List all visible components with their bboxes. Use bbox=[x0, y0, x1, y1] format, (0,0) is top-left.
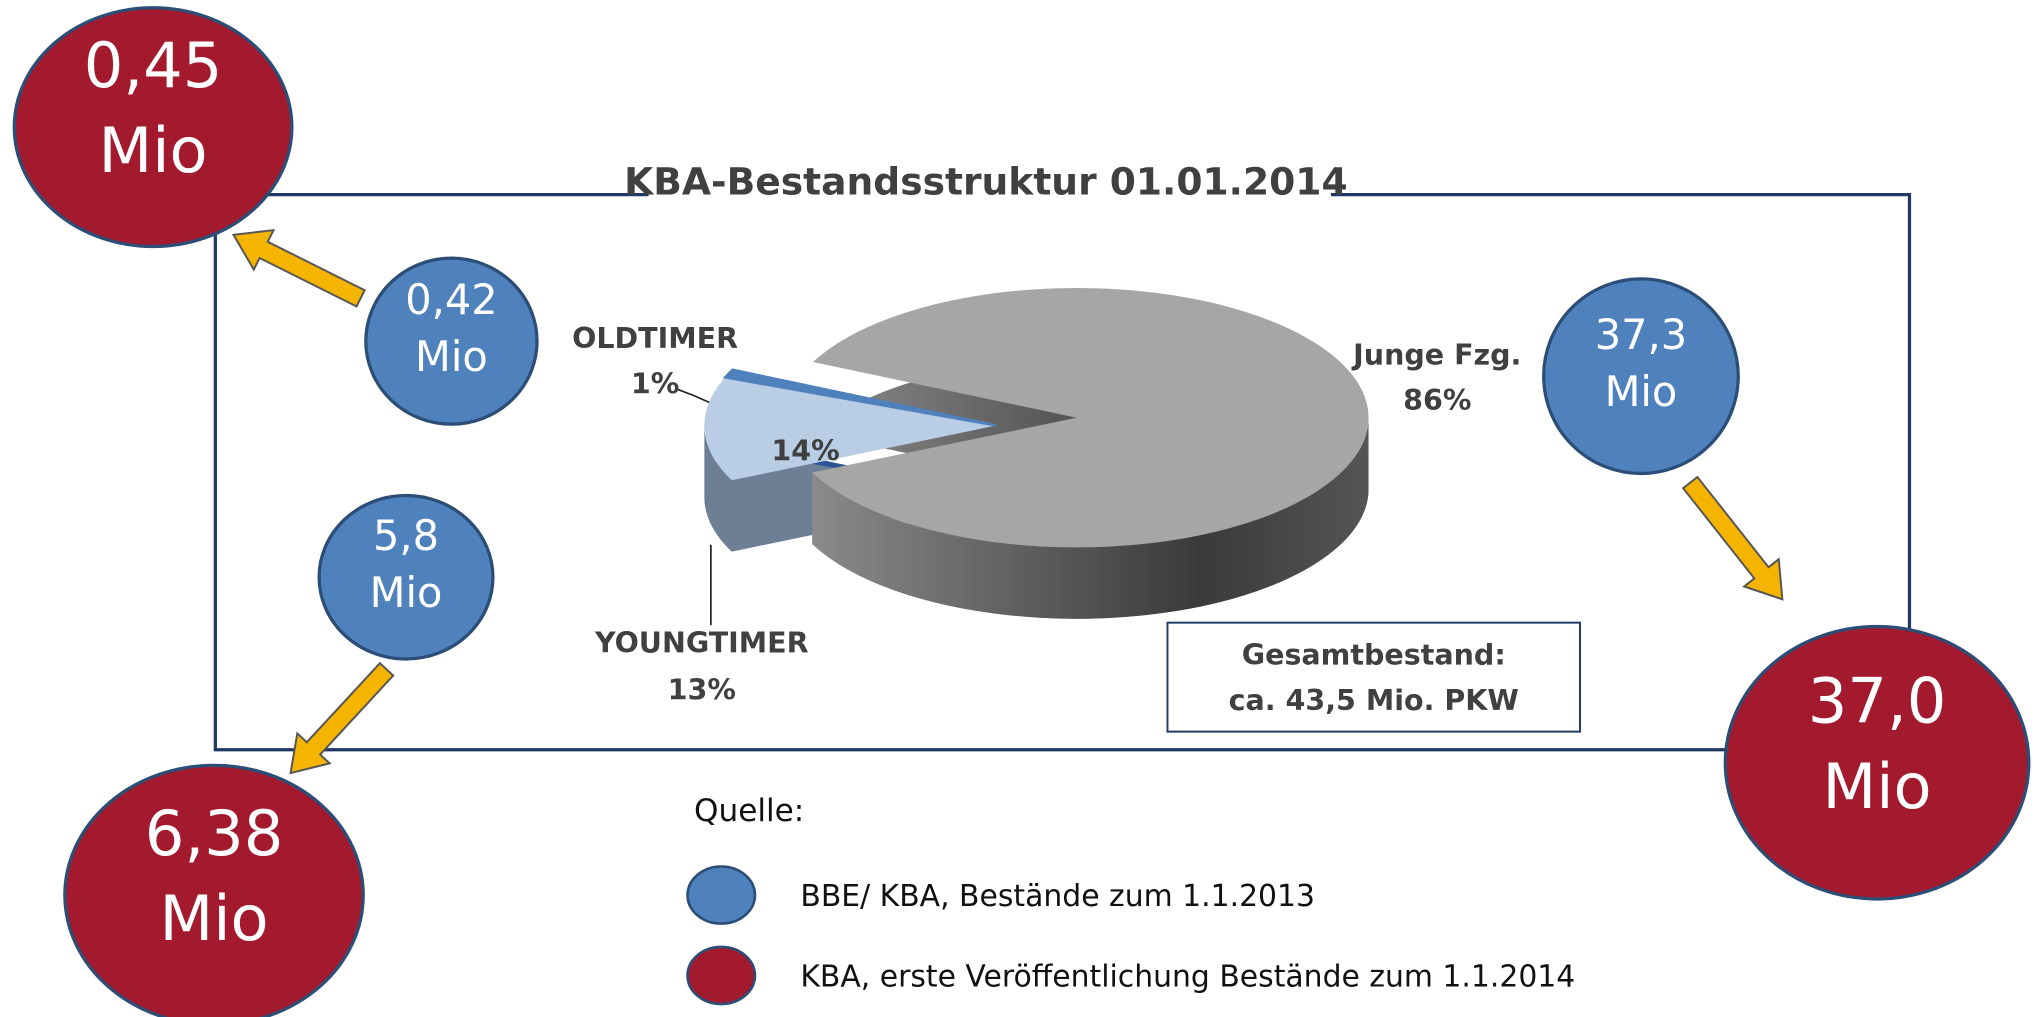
annotation: 14% bbox=[771, 435, 839, 468]
slice-rim bbox=[812, 417, 1369, 619]
value-label: 1% bbox=[631, 367, 679, 400]
value-label: 13% bbox=[668, 673, 736, 706]
legend-label: BBE/ KBA, Bestände zum 1.1.2013 bbox=[800, 879, 1315, 914]
callout-text: Mio bbox=[159, 882, 268, 955]
note-line: Gesamtbestand: bbox=[1242, 638, 1506, 671]
callout-bubble bbox=[1723, 624, 2031, 901]
arrow bbox=[289, 661, 395, 775]
callout-bubble bbox=[12, 6, 294, 249]
slice-rim bbox=[704, 425, 732, 552]
value-label: 86% bbox=[1403, 384, 1471, 417]
callout-text: 0,45 bbox=[84, 29, 223, 102]
slice bbox=[722, 368, 997, 427]
callout-bubble bbox=[63, 763, 365, 1017]
legend-title: Quelle: bbox=[694, 793, 804, 829]
callout-text: 37,3 bbox=[1595, 310, 1687, 359]
arrow bbox=[231, 228, 366, 308]
callout-text: Mio bbox=[1605, 367, 1678, 416]
callout-text: Mio bbox=[370, 568, 443, 617]
category-label: Junge Fzg. bbox=[1351, 339, 1521, 372]
category-label: OLDTIMER bbox=[572, 322, 738, 355]
slice bbox=[812, 287, 1369, 548]
note-box bbox=[1166, 621, 1581, 733]
category-label: YOUNGTIMER bbox=[594, 627, 809, 660]
callout-text: 5,8 bbox=[373, 511, 439, 560]
callout-bubble bbox=[1542, 277, 1740, 476]
callout-bubble bbox=[364, 256, 539, 426]
note-line: ca. 43,5 Mio. PKW bbox=[1229, 684, 1519, 717]
legend-swatch bbox=[686, 865, 757, 925]
callout-text: Mio bbox=[415, 332, 488, 381]
callout-text: 37,0 bbox=[1808, 665, 1947, 738]
callout-bubble bbox=[317, 493, 495, 661]
slice bbox=[704, 377, 997, 481]
arrow bbox=[1681, 475, 1784, 601]
chart-title: KBA-Bestandsstruktur 01.01.2014 bbox=[624, 160, 1348, 204]
callout-text: 0,42 bbox=[405, 275, 497, 324]
legend-label: KBA, erste Veröffentlichung Bestände zum… bbox=[800, 960, 1575, 995]
callout-text: Mio bbox=[1822, 750, 1931, 823]
callout-text: Mio bbox=[99, 114, 208, 187]
callout-text: 6,38 bbox=[145, 797, 284, 870]
legend-swatch bbox=[686, 945, 757, 1006]
frame bbox=[213, 192, 1912, 752]
